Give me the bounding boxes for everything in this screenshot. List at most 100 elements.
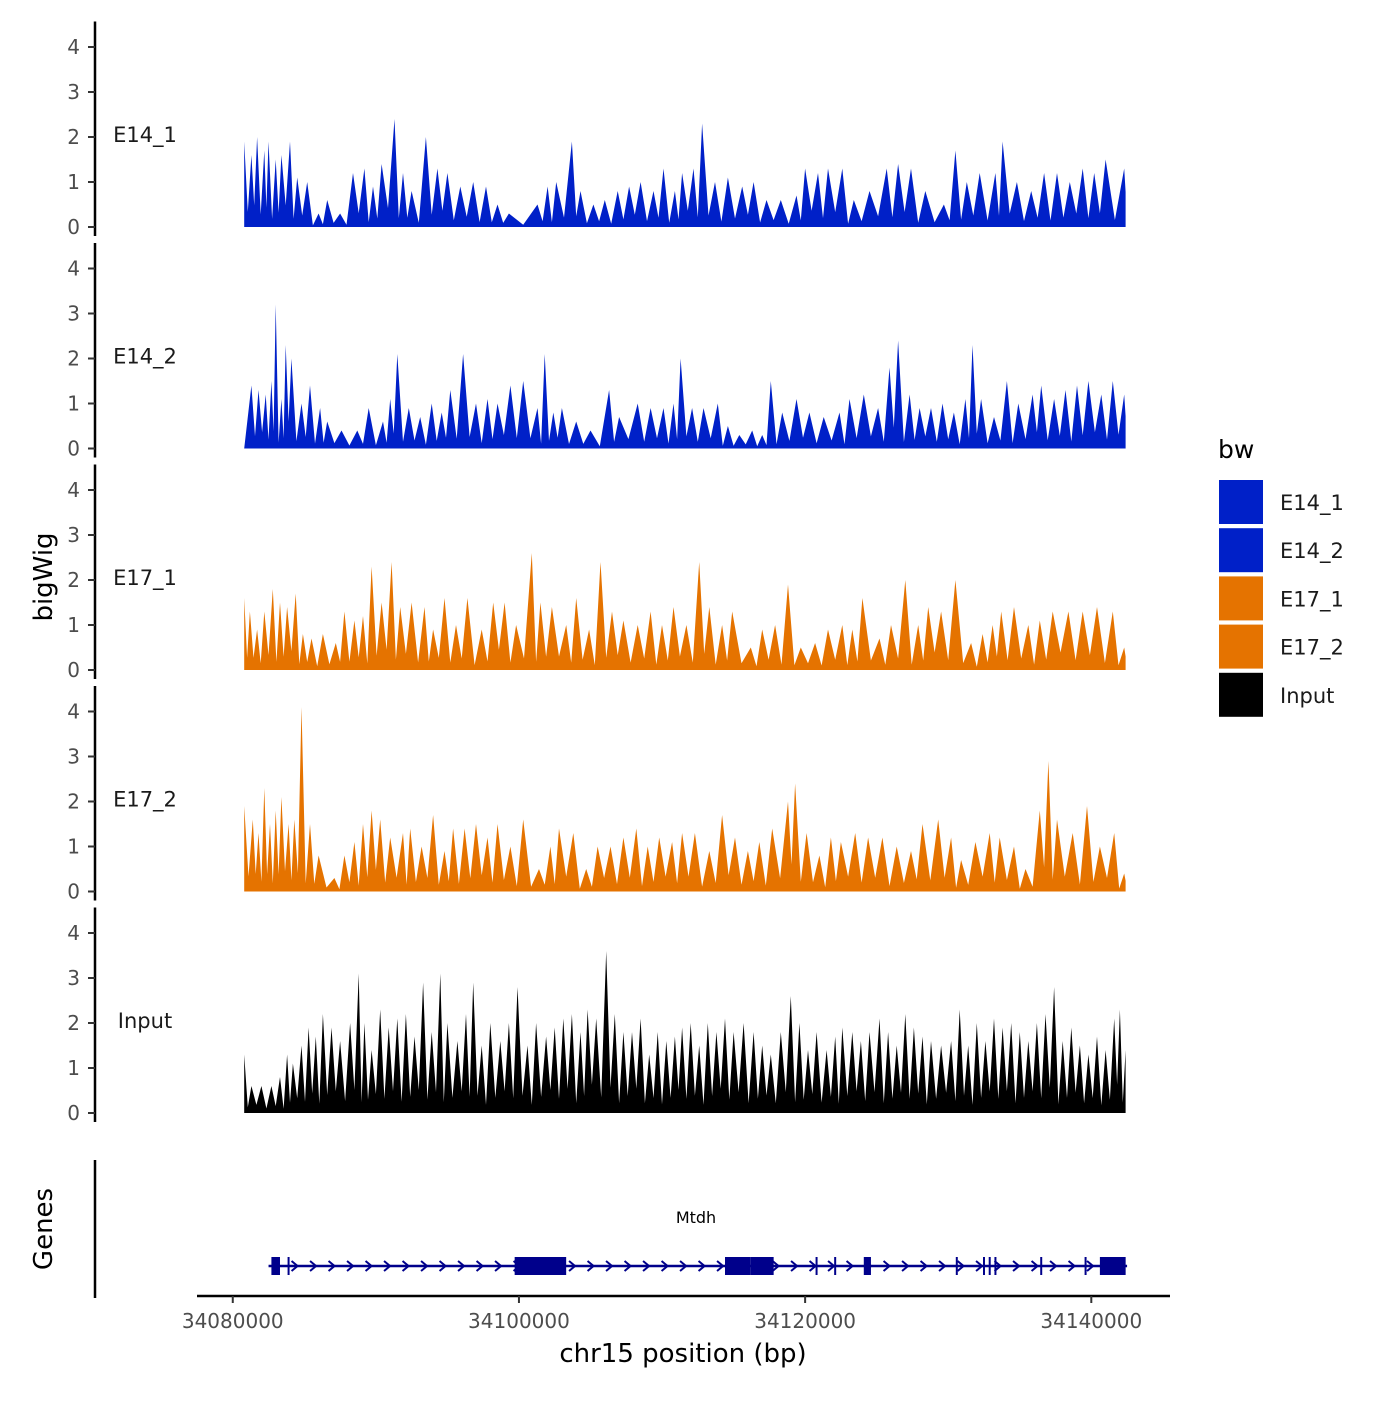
- strand-arrow: [1012, 1260, 1021, 1272]
- gene-exon: [271, 1257, 280, 1275]
- y-tick-label: 2: [67, 790, 80, 814]
- y-tick-label: 0: [67, 880, 80, 904]
- strand-arrow: [716, 1260, 725, 1272]
- y-tick-label: 3: [67, 745, 80, 769]
- strand-arrow: [1086, 1260, 1095, 1272]
- track-label: E14_2: [113, 345, 177, 370]
- y-tick-label: 2: [67, 1011, 80, 1035]
- y-tick-label: 1: [67, 170, 80, 194]
- strand-arrow: [475, 1260, 485, 1272]
- track-E17_1: 0 1 2 3 4 E17_1: [67, 464, 1126, 682]
- strand-arrow: [1049, 1260, 1058, 1272]
- x-tick-label: 34120000: [754, 1309, 856, 1333]
- y-tick-label: 4: [67, 921, 80, 945]
- signal-tracks: 0 1 2 3 4 E14_1 0 1 2 3 4 E14_2 0 1 2 3 4 E17_1 0 1 2 3 4 E17_2…: [67, 21, 1126, 1125]
- y-tick-label: 3: [67, 80, 80, 104]
- y-tick-label: 4: [67, 35, 80, 59]
- signal-area-E17_1: [244, 553, 1126, 670]
- strand-arrow: [919, 1260, 929, 1272]
- x-axis: 34080000 34100000 34120000 34140000: [182, 1294, 1170, 1333]
- gene-name: Mtdh: [676, 1208, 716, 1227]
- signal-area-E14_2: [244, 304, 1126, 449]
- strand-arrow: [494, 1260, 503, 1272]
- strand-arrow: [901, 1260, 910, 1272]
- track-Input: 0 1 2 3 4 Input: [67, 907, 1126, 1125]
- y-axis-title: bigWig: [29, 532, 59, 621]
- legend-swatch-Input: [1219, 672, 1263, 717]
- legend-swatch-E14_1: [1219, 480, 1263, 524]
- strand-arrow: [975, 1260, 984, 1272]
- legend-label: E17_2: [1280, 636, 1344, 661]
- gene-exon: [514, 1257, 567, 1275]
- strand-arrow: [586, 1260, 596, 1272]
- strand-arrow: [623, 1260, 633, 1272]
- strand-arrow: [790, 1260, 799, 1272]
- x-axis-title: chr15 position (bp): [559, 1339, 806, 1369]
- signal-area-E17_2: [244, 707, 1126, 892]
- y-tick-label: 3: [67, 966, 80, 990]
- x-tick-label: 34140000: [1040, 1309, 1142, 1333]
- y-tick-label: 2: [67, 125, 80, 149]
- strand-arrow: [642, 1260, 651, 1272]
- gene-exon: [724, 1257, 751, 1275]
- strand-arrow: [1030, 1260, 1040, 1272]
- y-tick-label: 1: [67, 613, 80, 637]
- strand-arrow: [364, 1260, 374, 1272]
- y-tick-label: 1: [67, 1056, 80, 1080]
- x-tick-label: 34100000: [468, 1309, 570, 1333]
- gene-exon: [863, 1257, 871, 1275]
- track-E17_2: 0 1 2 3 4 E17_2: [67, 686, 1126, 904]
- legend-label: E17_1: [1280, 587, 1344, 612]
- legend-swatch-E17_2: [1219, 624, 1263, 669]
- strand-arrow: [845, 1260, 855, 1272]
- legend-label: Input: [1280, 684, 1334, 708]
- genes-axis-title: Genes: [29, 1188, 59, 1270]
- legend-swatch-E14_2: [1219, 528, 1263, 573]
- legend-title: bw: [1218, 435, 1254, 464]
- y-tick-label: 2: [67, 568, 80, 592]
- gene-track: Mtdh: [93, 1160, 1128, 1298]
- strand-arrow: [697, 1260, 707, 1272]
- strand-arrow: [660, 1260, 670, 1272]
- y-tick-label: 4: [67, 700, 80, 724]
- track-label: Input: [118, 1009, 172, 1033]
- strand-arrow: [438, 1260, 448, 1272]
- strand-arrow: [808, 1260, 818, 1272]
- y-tick-label: 3: [67, 523, 80, 547]
- strand-arrow: [938, 1260, 947, 1272]
- signal-area-Input: [244, 951, 1126, 1113]
- y-tick-label: 0: [67, 437, 80, 461]
- y-tick-label: 4: [67, 257, 80, 281]
- y-tick-label: 1: [67, 835, 80, 859]
- strand-arrow: [771, 1260, 781, 1272]
- strand-arrow: [882, 1260, 892, 1272]
- strand-arrow: [420, 1260, 429, 1272]
- strand-arrow: [679, 1260, 688, 1272]
- y-tick-label: 4: [67, 478, 80, 502]
- strand-arrow: [401, 1260, 411, 1272]
- strand-arrow: [1067, 1260, 1077, 1272]
- y-tick-label: 3: [67, 302, 80, 326]
- y-tick-label: 0: [67, 1101, 80, 1125]
- strand-arrow: [290, 1260, 300, 1272]
- gene-exon: [750, 1257, 774, 1275]
- y-tick-label: 0: [67, 658, 80, 682]
- y-tick-label: 0: [67, 215, 80, 239]
- strand-arrow: [568, 1260, 577, 1272]
- strand-arrow: [309, 1260, 318, 1272]
- track-label: E17_1: [113, 566, 177, 591]
- gene-exon: [1099, 1257, 1126, 1275]
- y-tick-label: 2: [67, 347, 80, 371]
- legend-label: E14_1: [1280, 491, 1344, 516]
- track-E14_1: 0 1 2 3 4 E14_1: [67, 21, 1126, 239]
- strand-arrow: [956, 1260, 966, 1272]
- legend-swatch-E17_1: [1219, 576, 1263, 621]
- track-E14_2: 0 1 2 3 4 E14_2: [67, 243, 1126, 461]
- track-label: E14_1: [113, 123, 177, 148]
- strand-arrow: [827, 1260, 836, 1272]
- signal-area-E14_1: [244, 119, 1126, 227]
- strand-arrow: [383, 1260, 392, 1272]
- legend-label: E14_2: [1280, 539, 1344, 564]
- strand-arrow: [993, 1260, 1003, 1272]
